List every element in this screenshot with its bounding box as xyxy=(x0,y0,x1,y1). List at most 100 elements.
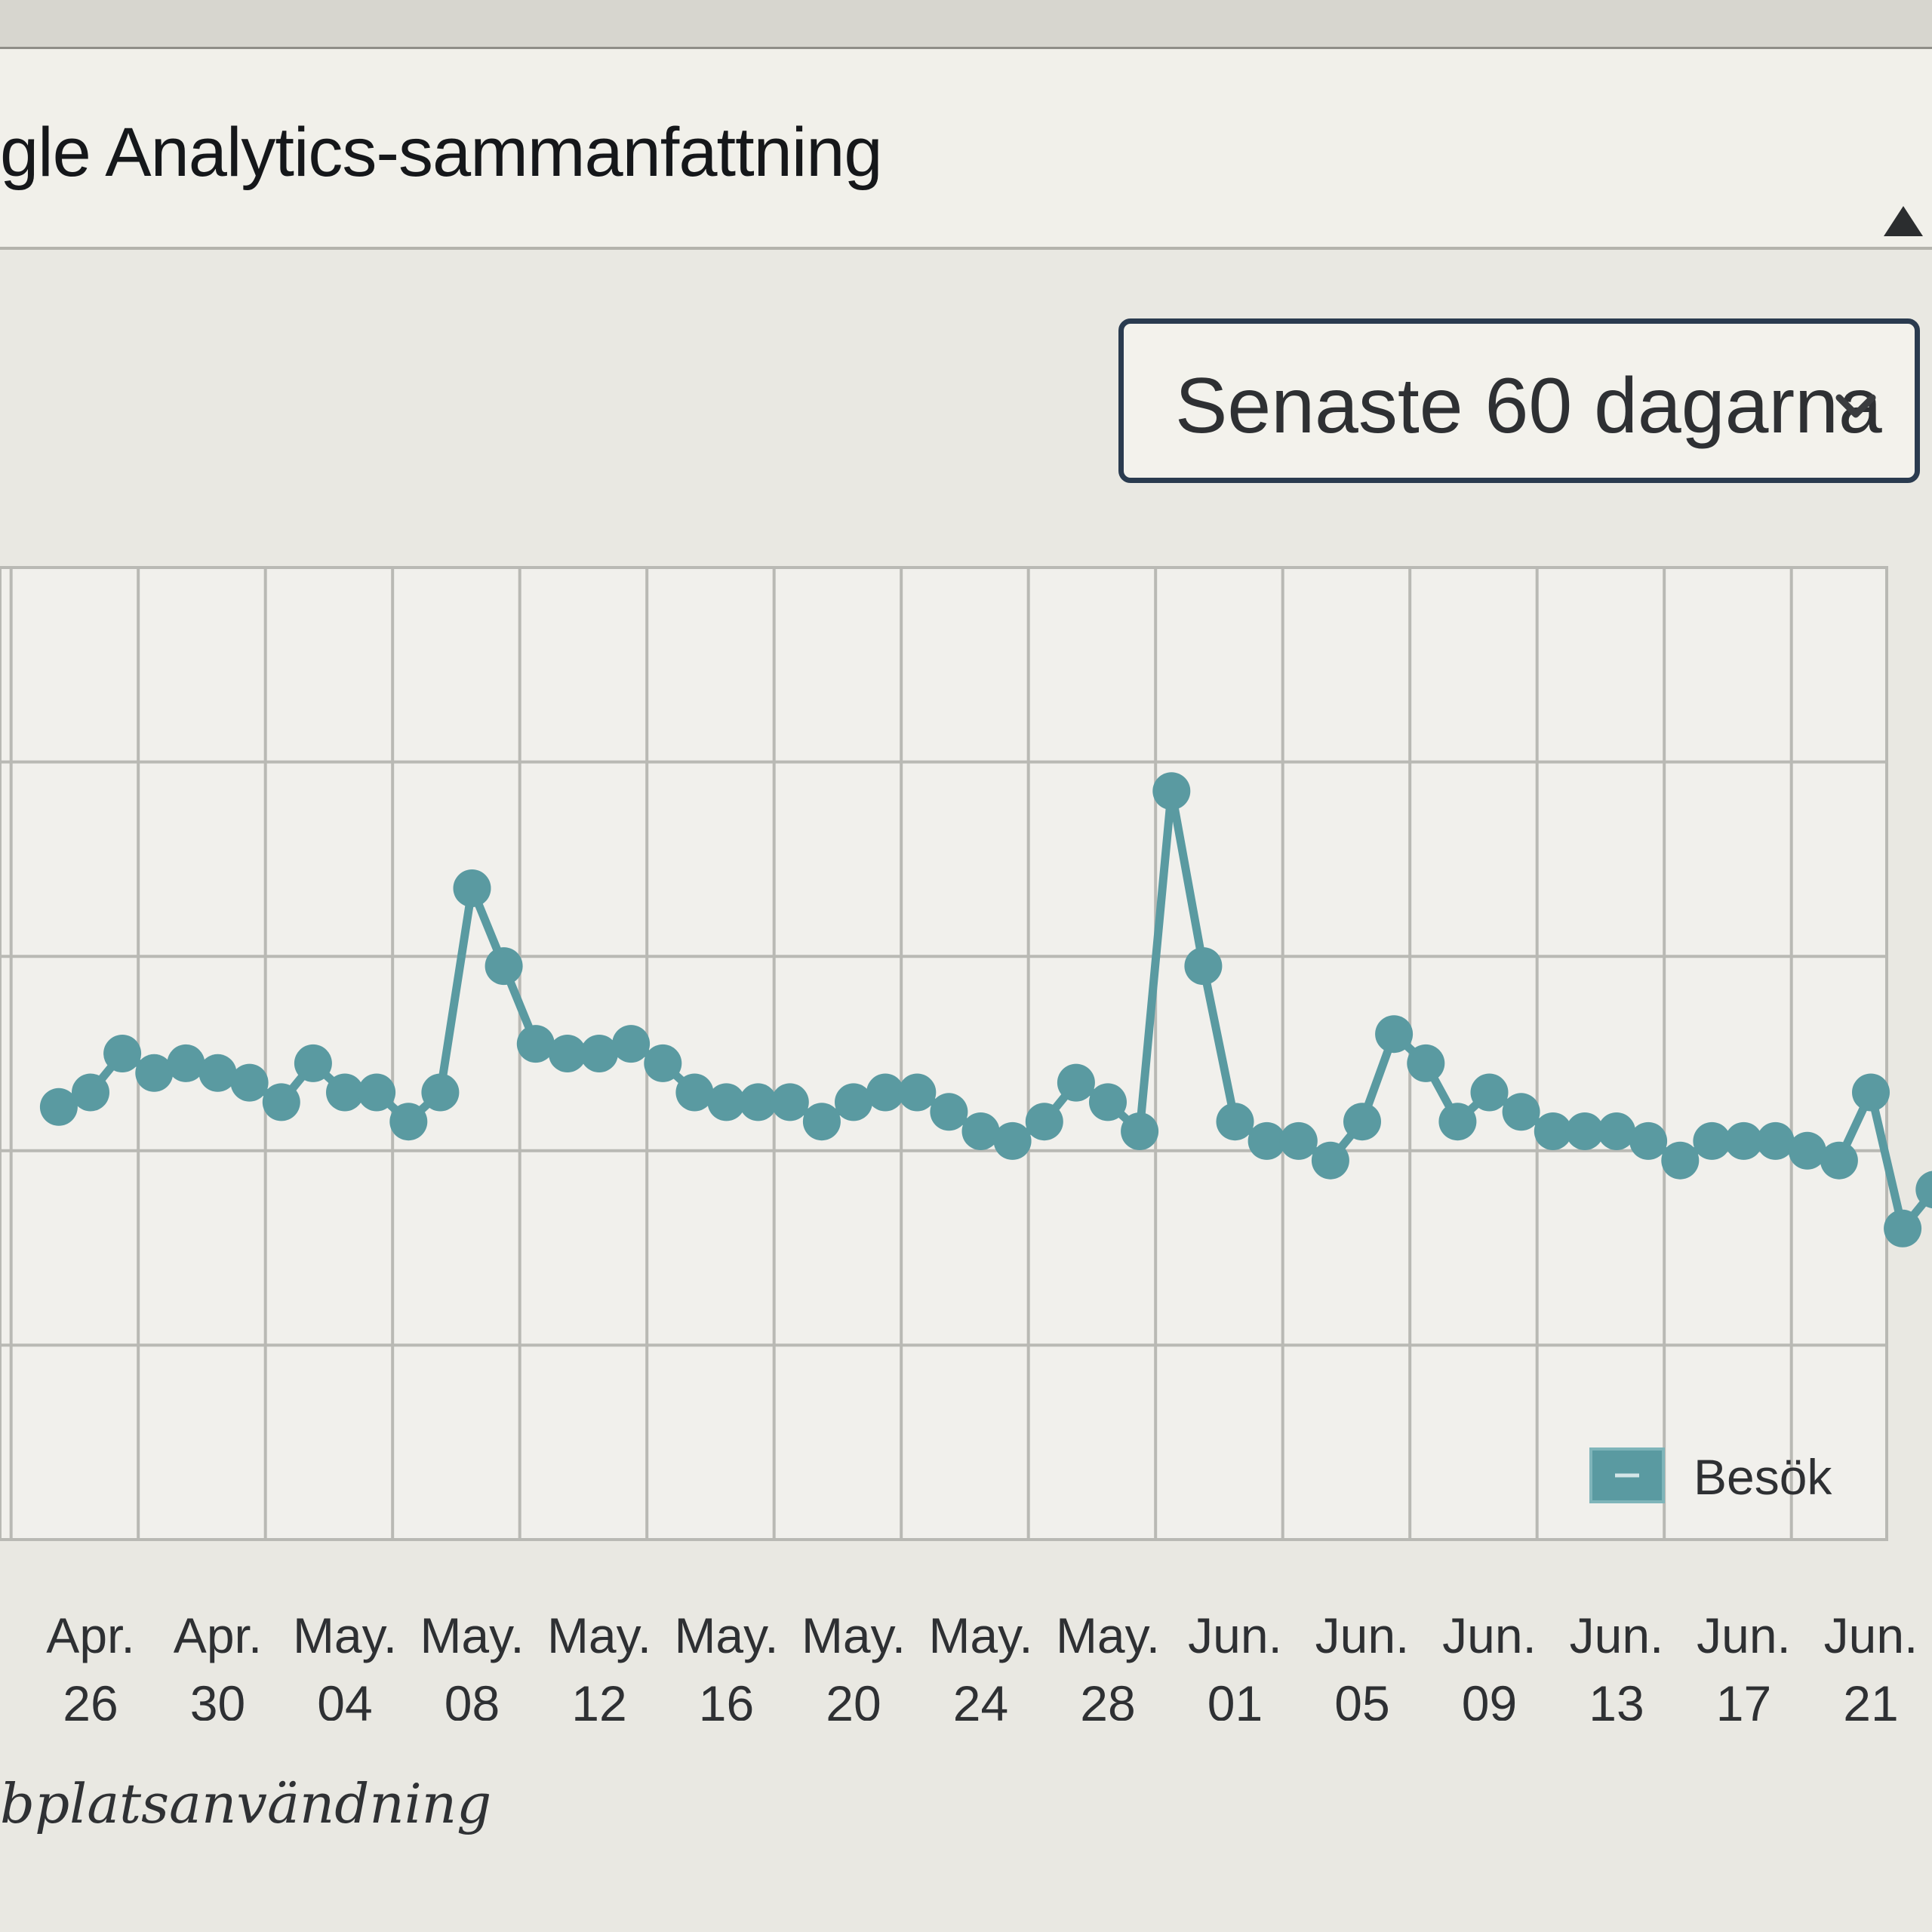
x-tick-label-day: 26 xyxy=(63,1675,118,1721)
data-point[interactable] xyxy=(39,1088,78,1126)
data-point[interactable] xyxy=(866,1073,905,1112)
data-point[interactable] xyxy=(707,1083,746,1121)
data-point[interactable] xyxy=(1788,1131,1826,1170)
data-point[interactable] xyxy=(739,1083,777,1121)
data-point[interactable] xyxy=(1152,772,1191,811)
x-tick-label-month: Apr. xyxy=(46,1607,134,1663)
data-point[interactable] xyxy=(771,1083,809,1121)
data-point[interactable] xyxy=(1375,1015,1414,1054)
data-point[interactable] xyxy=(1852,1073,1890,1112)
date-range-selected-value: Senaste 60 dagarna xyxy=(1175,362,1882,450)
x-tick-label-day: 30 xyxy=(190,1675,245,1721)
data-point[interactable] xyxy=(1565,1112,1604,1150)
data-point[interactable] xyxy=(930,1093,968,1131)
data-point[interactable] xyxy=(898,1073,937,1112)
data-point[interactable] xyxy=(548,1035,586,1072)
data-point[interactable] xyxy=(358,1073,396,1112)
x-tick-label-month: Jun. xyxy=(1824,1607,1918,1663)
x-tick-label-day: 13 xyxy=(1589,1675,1644,1721)
data-point[interactable] xyxy=(1629,1121,1668,1160)
data-point[interactable] xyxy=(103,1035,142,1072)
widget-header xyxy=(0,49,1932,250)
data-point[interactable] xyxy=(1025,1103,1063,1141)
x-tick-label-month: Apr. xyxy=(174,1607,262,1663)
plot-area xyxy=(0,566,1888,1541)
data-point[interactable] xyxy=(72,1073,109,1112)
x-tick-label-day: 28 xyxy=(1080,1675,1135,1721)
data-point[interactable] xyxy=(1470,1073,1509,1112)
data-point[interactable] xyxy=(580,1035,618,1072)
data-point[interactable] xyxy=(485,947,523,986)
data-point[interactable] xyxy=(1884,1209,1922,1247)
x-tick-label-day: 05 xyxy=(1334,1675,1389,1721)
x-tick-label-month: Jun. xyxy=(1570,1607,1664,1663)
data-point[interactable] xyxy=(675,1073,714,1112)
widget-title: gle Analytics-sammanfattning xyxy=(0,114,883,191)
legend-label: Besök xyxy=(1694,1449,1832,1505)
data-point[interactable] xyxy=(421,1073,460,1112)
visits-chart-svg: Apr. 26 Apr. 30 May. 04 May. 08 May. 12 May. 16 May.… xyxy=(0,566,1932,1721)
data-point[interactable] xyxy=(1661,1141,1700,1180)
data-point[interactable] xyxy=(961,1112,1000,1150)
x-tick-label-month: May. xyxy=(293,1607,397,1663)
data-point[interactable] xyxy=(1089,1083,1127,1121)
date-range-select[interactable]: Senaste 60 dagarna xyxy=(1118,318,1920,483)
x-tick-label-month: May. xyxy=(674,1607,778,1663)
site-usage-link[interactable]: bplatsanvändning xyxy=(0,1772,492,1835)
data-point[interactable] xyxy=(1247,1121,1286,1160)
data-point[interactable] xyxy=(1534,1112,1572,1150)
data-point[interactable] xyxy=(516,1025,555,1063)
x-tick-label-day: 16 xyxy=(699,1675,754,1721)
data-point[interactable] xyxy=(167,1044,205,1082)
data-point[interactable] xyxy=(1343,1103,1381,1141)
data-point[interactable] xyxy=(135,1054,174,1092)
x-tick-label-day: 09 xyxy=(1462,1675,1517,1721)
x-tick-label-month: May. xyxy=(1056,1607,1160,1663)
data-point[interactable] xyxy=(294,1044,332,1082)
data-point[interactable] xyxy=(1216,1103,1254,1141)
data-point[interactable] xyxy=(389,1103,428,1141)
x-tick-label-day: 20 xyxy=(826,1675,881,1721)
data-point[interactable] xyxy=(453,869,491,907)
data-point[interactable] xyxy=(198,1054,237,1092)
x-tick-label-day: 24 xyxy=(953,1675,1008,1721)
top-bar xyxy=(0,0,1932,49)
x-tick-label-day: 08 xyxy=(445,1675,500,1721)
data-point[interactable] xyxy=(1693,1121,1731,1160)
data-point[interactable] xyxy=(1057,1063,1095,1102)
x-tick-label-day: 04 xyxy=(317,1675,372,1721)
data-point[interactable] xyxy=(1121,1112,1159,1150)
visits-chart: Apr. 26 Apr. 30 May. 04 May. 08 May. 12 May. 16 May.… xyxy=(0,558,1932,1721)
x-tick-label-month: Jun. xyxy=(1315,1607,1410,1663)
data-point[interactable] xyxy=(1311,1141,1349,1180)
data-point[interactable] xyxy=(1915,1171,1932,1209)
x-tick-label-day: 17 xyxy=(1716,1675,1771,1721)
x-tick-label-month: Jun. xyxy=(1697,1607,1791,1663)
x-tick-label-month: May. xyxy=(928,1607,1032,1663)
x-tick-label-day: 01 xyxy=(1208,1675,1263,1721)
x-tick-label-month: May. xyxy=(420,1607,524,1663)
data-point[interactable] xyxy=(612,1025,651,1063)
data-point[interactable] xyxy=(1820,1141,1858,1180)
x-tick-label-month: Jun. xyxy=(1188,1607,1282,1663)
x-tick-label-month: Jun. xyxy=(1442,1607,1537,1663)
data-point[interactable] xyxy=(1724,1121,1763,1160)
x-tick-label-day: 12 xyxy=(571,1675,626,1721)
data-point[interactable] xyxy=(1184,947,1223,986)
data-point[interactable] xyxy=(644,1044,682,1082)
x-tick-label-month: May. xyxy=(547,1607,651,1663)
triangle-up-icon[interactable] xyxy=(1881,200,1926,245)
data-point[interactable] xyxy=(1598,1112,1635,1150)
data-point[interactable] xyxy=(1407,1044,1445,1082)
data-point[interactable] xyxy=(1438,1103,1477,1141)
data-point[interactable] xyxy=(1502,1093,1540,1131)
data-point[interactable] xyxy=(802,1103,841,1141)
data-point[interactable] xyxy=(1756,1121,1795,1160)
data-point[interactable] xyxy=(262,1083,300,1121)
data-point[interactable] xyxy=(326,1073,364,1112)
data-point[interactable] xyxy=(230,1063,269,1102)
data-point[interactable] xyxy=(835,1083,872,1121)
data-point[interactable] xyxy=(1279,1121,1318,1160)
data-point[interactable] xyxy=(993,1121,1032,1160)
